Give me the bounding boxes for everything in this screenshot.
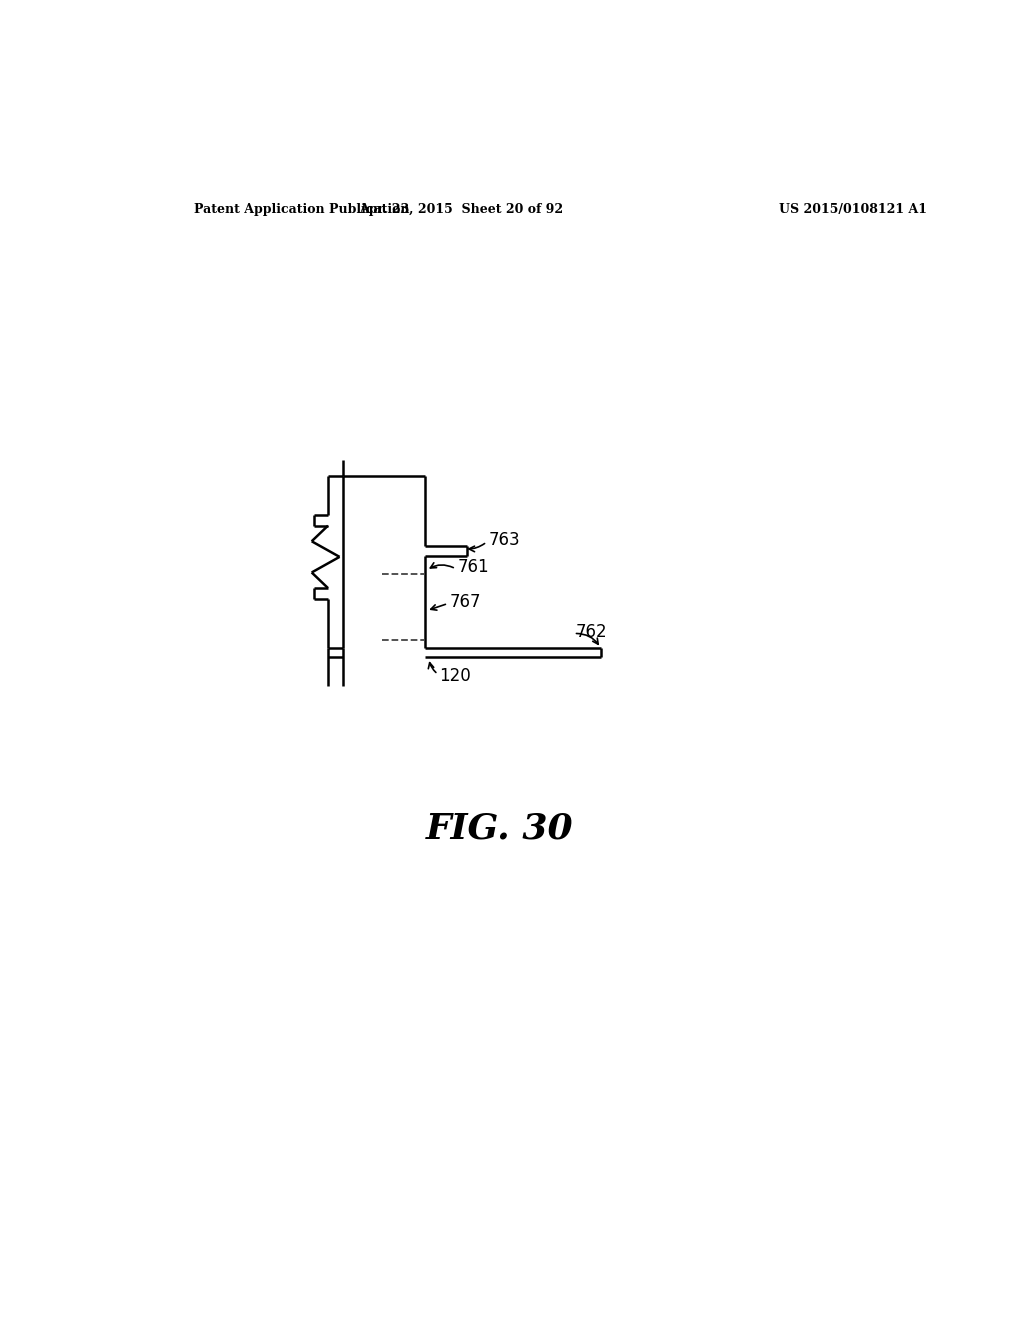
Text: Patent Application Publication: Patent Application Publication — [194, 203, 410, 216]
Text: 763: 763 — [488, 531, 520, 549]
Text: 120: 120 — [439, 667, 471, 685]
Text: FIG. 30: FIG. 30 — [426, 812, 573, 845]
Text: 762: 762 — [575, 623, 607, 642]
Text: 767: 767 — [450, 593, 481, 611]
Text: US 2015/0108121 A1: US 2015/0108121 A1 — [779, 203, 927, 216]
Text: Apr. 23, 2015  Sheet 20 of 92: Apr. 23, 2015 Sheet 20 of 92 — [359, 203, 563, 216]
Text: 761: 761 — [458, 558, 489, 577]
